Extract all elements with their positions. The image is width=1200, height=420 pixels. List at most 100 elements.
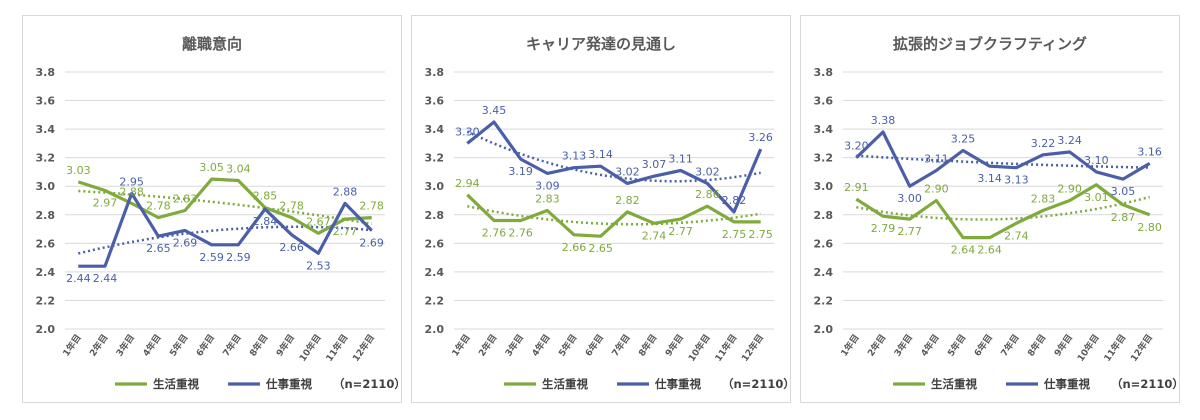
data-label: 3.10 <box>1084 154 1109 167</box>
data-label: 2.88 <box>119 185 144 198</box>
data-label: 2.44 <box>66 272 91 285</box>
x-tick-label: 9年目 <box>662 332 686 359</box>
x-tick-label: 11年目 <box>1101 332 1128 364</box>
legend-label-lifestyle: 生活重視 <box>931 377 977 391</box>
data-label: 2.94 <box>455 177 480 190</box>
y-tick-label: 3.4 <box>36 123 56 136</box>
x-tick-label: 3年目 <box>502 332 526 359</box>
x-tick-label: 6年目 <box>582 332 606 359</box>
data-label: 2.65 <box>146 242 171 255</box>
data-label: 3.02 <box>615 165 640 178</box>
data-label: 2.95 <box>119 175 144 188</box>
legend-label-work: 仕事重視 <box>265 377 312 391</box>
data-label: 3.14 <box>588 148 613 161</box>
data-label: 2.90 <box>924 183 949 196</box>
x-tick-label: 9年目 <box>273 332 297 359</box>
data-label: 2.59 <box>226 251 251 264</box>
y-tick-label: 3.0 <box>36 180 56 193</box>
series-line <box>78 191 373 268</box>
data-label: 2.65 <box>588 242 613 255</box>
data-label: 2.76 <box>508 226 533 239</box>
data-label: 2.84 <box>253 215 278 228</box>
y-tick-label: 3.0 <box>814 180 834 193</box>
x-tick-label: 12年目 <box>1128 332 1155 364</box>
data-label: 2.77 <box>333 225 358 238</box>
x-tick-label: 8年目 <box>247 332 271 359</box>
data-label: 3.22 <box>1031 137 1056 150</box>
data-label: 2.75 <box>748 228 773 241</box>
data-label: 3.13 <box>562 150 587 163</box>
y-tick-label: 3.8 <box>36 66 56 79</box>
data-label: 3.38 <box>871 114 896 127</box>
data-label: 2.77 <box>897 225 922 238</box>
y-tick-label: 3.6 <box>425 95 445 108</box>
series-line <box>855 183 1151 240</box>
y-tick-label: 3.8 <box>814 66 834 79</box>
data-label: 3.11 <box>668 153 693 166</box>
data-label: 3.05 <box>199 161 224 174</box>
data-label: 3.04 <box>226 163 251 176</box>
x-tick-label: 4年目 <box>918 332 942 359</box>
y-tick-label: 2.4 <box>814 266 834 279</box>
data-label: 2.82 <box>615 194 640 207</box>
y-tick-label: 2.0 <box>36 323 56 336</box>
data-label: 2.78 <box>146 200 171 213</box>
y-tick-label: 2.6 <box>36 237 56 250</box>
x-tick-label: 10年目 <box>296 332 323 364</box>
y-tick-label: 3.2 <box>425 152 445 165</box>
x-tick-label: 11年目 <box>323 332 350 364</box>
data-label: 2.97 <box>93 197 118 210</box>
data-label: 2.78 <box>359 200 384 213</box>
data-label: 3.05 <box>1111 185 1136 198</box>
x-tick-label: 11年目 <box>712 332 739 364</box>
x-tick-label: 7年目 <box>998 332 1022 359</box>
x-tick-label: 3年目 <box>891 332 915 359</box>
data-label: 3.20 <box>844 140 869 153</box>
data-label: 3.13 <box>1004 174 1029 187</box>
data-label: 2.80 <box>1137 221 1162 234</box>
series-line <box>466 120 763 214</box>
data-label: 3.24 <box>1057 134 1082 147</box>
series-line <box>855 130 1151 188</box>
data-label: 2.77 <box>668 225 693 238</box>
x-tick-label: 12年目 <box>350 332 377 364</box>
x-tick-label: 5年目 <box>945 332 969 359</box>
data-label: 3.19 <box>508 165 533 178</box>
x-tick-label: 5年目 <box>167 332 191 359</box>
y-tick-label: 3.2 <box>814 152 834 165</box>
x-tick-label: 1年目 <box>449 332 473 359</box>
chart-title: 拡張的ジョブクラフティング <box>893 35 1087 53</box>
data-label: 3.16 <box>1137 145 1162 158</box>
y-tick-label: 3.0 <box>425 180 445 193</box>
chart-title: 離職意向 <box>182 35 242 53</box>
data-label: 2.44 <box>93 272 118 285</box>
y-tick-label: 2.2 <box>425 294 445 307</box>
data-label: 2.76 <box>482 226 507 239</box>
data-label: 2.83 <box>535 192 560 205</box>
y-tick-label: 2.6 <box>425 237 445 250</box>
y-tick-label: 2.6 <box>814 237 834 250</box>
data-label: 2.78 <box>279 200 304 213</box>
data-label: 3.25 <box>951 133 976 146</box>
x-tick-label: 4年目 <box>140 332 164 359</box>
data-label: 2.79 <box>871 222 896 235</box>
data-label: 2.59 <box>199 251 224 264</box>
y-tick-label: 2.4 <box>36 266 56 279</box>
x-tick-label: 3年目 <box>113 332 137 359</box>
sample-size-note: （n=2110） <box>1111 377 1179 391</box>
data-label: 3.01 <box>1084 191 1109 204</box>
trendline <box>78 189 372 226</box>
data-label: 2.67 <box>306 215 331 228</box>
data-label: 2.85 <box>253 190 278 203</box>
data-label: 2.66 <box>279 241 304 254</box>
y-tick-label: 3.8 <box>425 66 445 79</box>
y-tick-label: 2.8 <box>814 209 834 222</box>
y-tick-label: 3.6 <box>36 95 56 108</box>
x-tick-label: 4年目 <box>529 332 553 359</box>
data-label: 3.02 <box>695 165 720 178</box>
data-label: 2.74 <box>642 229 667 242</box>
data-label: 3.00 <box>897 192 922 205</box>
x-tick-label: 2年目 <box>87 332 111 359</box>
x-tick-label: 6年目 <box>971 332 995 359</box>
x-tick-label: 7年目 <box>609 332 633 359</box>
